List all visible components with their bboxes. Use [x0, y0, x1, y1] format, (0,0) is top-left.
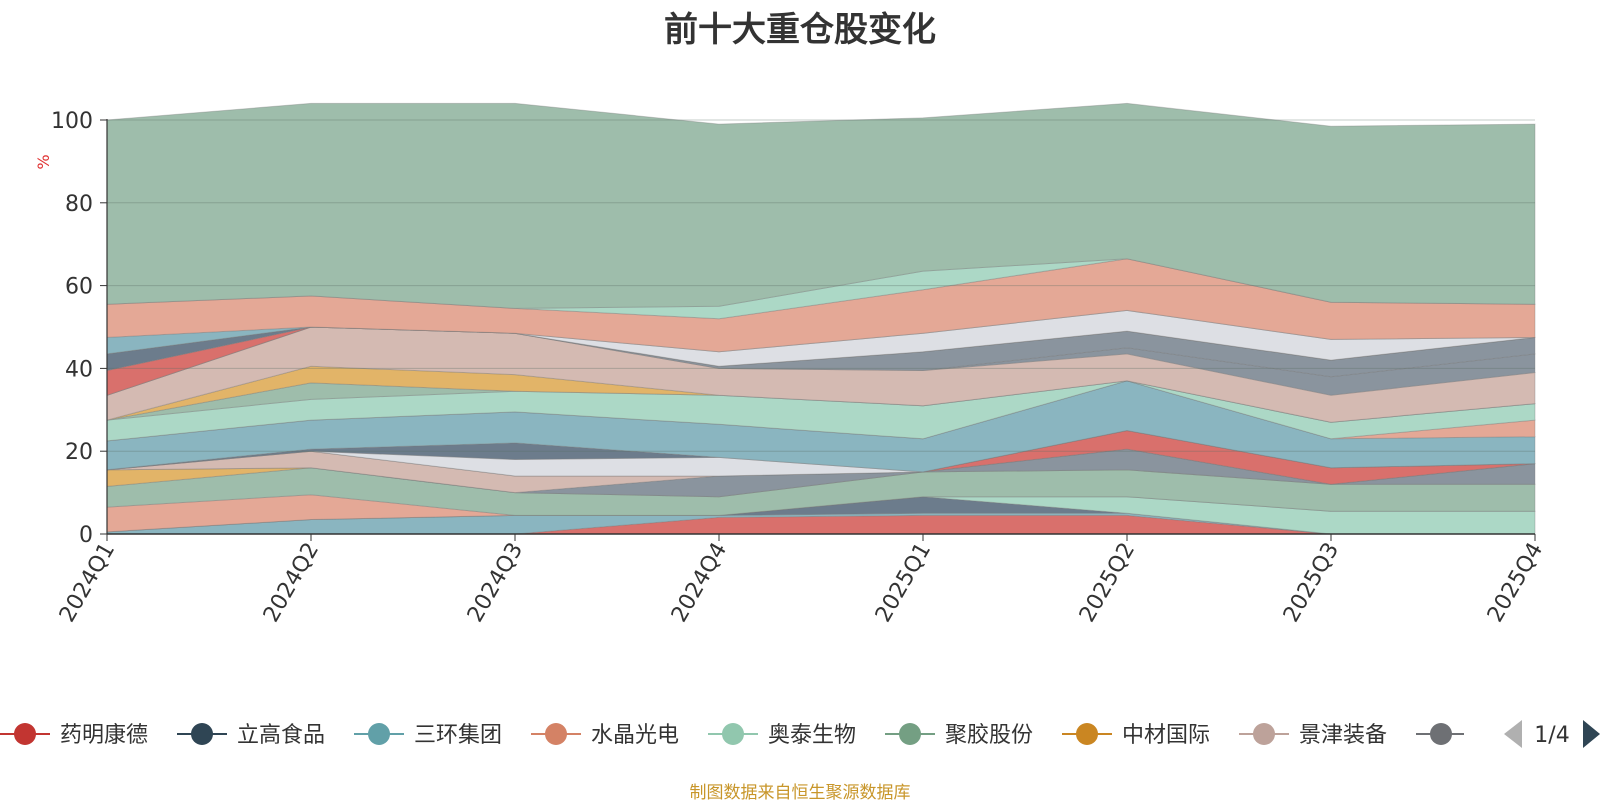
legend-marker-6[interactable]: [1076, 723, 1098, 745]
x-tick-label: 2025Q4: [1483, 539, 1548, 627]
legend-label-4[interactable]: 奥泰生物: [768, 723, 856, 748]
legend-marker-1[interactable]: [191, 723, 213, 745]
legend-marker-5[interactable]: [899, 723, 921, 745]
y-tick-label: 40: [65, 357, 93, 382]
legend-label-7[interactable]: 景津装备: [1299, 723, 1387, 748]
legend-marker-2[interactable]: [368, 723, 390, 745]
x-tick-label: 2025Q2: [1075, 539, 1140, 627]
x-tick-label: 2024Q3: [463, 539, 528, 627]
y-tick-label: 100: [51, 109, 93, 134]
legend-label-5[interactable]: 聚胶股份: [945, 723, 1033, 748]
legend-label-0[interactable]: 药明康德: [60, 723, 148, 748]
x-tick-label: 2024Q4: [667, 539, 732, 627]
legend-marker-7[interactable]: [1253, 723, 1275, 745]
y-tick-label: 0: [79, 523, 93, 548]
prev-page-icon[interactable]: [1504, 720, 1522, 748]
legend-pager-bg: [1464, 712, 1600, 756]
legend-marker-8[interactable]: [1430, 723, 1452, 745]
legend-label-3[interactable]: 水晶光电: [591, 723, 679, 748]
area-series-26: [106, 102, 1536, 309]
y-tick-label: 60: [65, 275, 93, 300]
x-tick-label: 2025Q1: [871, 539, 936, 627]
y-tick-label: 80: [65, 192, 93, 217]
legend-label-2[interactable]: 三环集团: [414, 723, 502, 748]
legend-marker-0[interactable]: [14, 723, 36, 745]
legend-marker-4[interactable]: [722, 723, 744, 745]
legend-marker-3[interactable]: [545, 723, 567, 745]
data-source-note: 制图数据来自恒生聚源数据库: [689, 783, 911, 803]
x-tick-label: 2024Q1: [55, 539, 120, 627]
chart-title: 前十大重仓股变化: [664, 10, 936, 50]
legend-label-1[interactable]: 立高食品: [237, 723, 325, 748]
next-page-icon[interactable]: [1583, 720, 1600, 748]
legend-label-6[interactable]: 中材国际: [1122, 723, 1210, 748]
x-tick-label: 2024Q2: [259, 539, 324, 627]
legend-page-indicator: 1/4: [1534, 723, 1569, 748]
y-axis-label: %: [34, 154, 53, 169]
x-tick-label: 2025Q3: [1279, 539, 1344, 627]
y-tick-label: 20: [65, 440, 93, 465]
area-series-13: [106, 380, 1536, 442]
